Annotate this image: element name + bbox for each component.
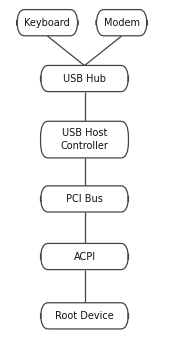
Text: Modem: Modem <box>104 18 140 28</box>
Text: ACPI: ACPI <box>74 252 95 261</box>
FancyBboxPatch shape <box>96 9 147 36</box>
FancyBboxPatch shape <box>41 66 128 92</box>
FancyBboxPatch shape <box>41 244 128 269</box>
FancyBboxPatch shape <box>41 186 128 212</box>
FancyBboxPatch shape <box>41 121 128 158</box>
Text: PCI Bus: PCI Bus <box>66 194 103 204</box>
Text: Keyboard: Keyboard <box>25 18 70 28</box>
FancyBboxPatch shape <box>41 303 128 329</box>
FancyBboxPatch shape <box>17 9 78 36</box>
Text: USB Host
Controller: USB Host Controller <box>61 128 108 151</box>
Text: Root Device: Root Device <box>55 311 114 321</box>
Text: USB Hub: USB Hub <box>63 74 106 83</box>
